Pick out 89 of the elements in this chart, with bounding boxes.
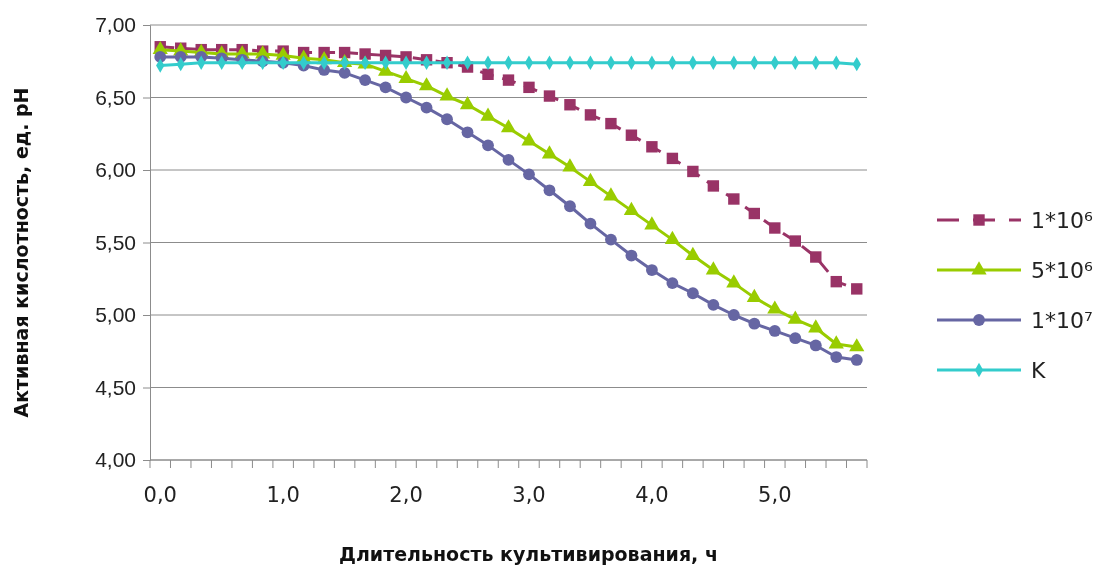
y-tick-label: 5,50 xyxy=(95,230,136,254)
point xyxy=(154,50,167,63)
x-tick-label: 4,0 xyxy=(635,483,669,507)
point xyxy=(705,261,721,275)
x-tick-label: 0,0 xyxy=(143,483,177,507)
point xyxy=(459,95,476,110)
point xyxy=(707,298,720,311)
y-tick-label: 6,00 xyxy=(95,158,136,182)
point xyxy=(541,145,558,159)
point xyxy=(441,113,453,126)
point xyxy=(584,217,597,230)
point xyxy=(748,207,761,220)
point xyxy=(605,117,617,130)
y-axis-title: Активная кислотность, ед. рН xyxy=(10,87,32,418)
point xyxy=(746,288,762,302)
point xyxy=(584,109,597,121)
point xyxy=(666,277,679,290)
point xyxy=(728,193,740,205)
point xyxy=(849,338,865,352)
point xyxy=(789,235,801,247)
point xyxy=(564,99,576,111)
legend-label: 1*10⁶ xyxy=(1031,208,1093,233)
point xyxy=(644,216,660,230)
point xyxy=(398,69,414,84)
point xyxy=(480,107,496,121)
point xyxy=(748,317,761,330)
point xyxy=(418,77,435,91)
x-tick-label: 3,0 xyxy=(512,483,546,507)
point xyxy=(523,81,535,94)
point xyxy=(603,187,619,201)
y-tick-label: 4,00 xyxy=(95,448,136,472)
point xyxy=(666,152,679,165)
point xyxy=(810,251,822,263)
point xyxy=(625,129,638,141)
point xyxy=(605,233,617,246)
point xyxy=(543,90,556,102)
point xyxy=(850,354,863,366)
point xyxy=(664,230,680,244)
point xyxy=(338,66,351,79)
point xyxy=(830,351,843,363)
point xyxy=(828,335,844,349)
point xyxy=(687,165,699,178)
point xyxy=(543,184,556,197)
point xyxy=(379,81,392,94)
point xyxy=(582,172,599,186)
point xyxy=(768,325,781,337)
point xyxy=(727,309,740,321)
point xyxy=(359,74,372,87)
point xyxy=(645,264,658,276)
point xyxy=(623,201,640,215)
point xyxy=(521,132,537,146)
point xyxy=(523,168,535,181)
point xyxy=(482,68,494,80)
point xyxy=(625,249,638,262)
point xyxy=(502,74,515,86)
x-tick-label: 5,0 xyxy=(758,483,792,507)
x-axis-title: Длительность культивирования, ч xyxy=(339,543,718,565)
x-tick-label: 1,0 xyxy=(266,483,300,507)
legend-label: 5*10⁶ xyxy=(1031,258,1093,283)
point xyxy=(789,332,802,345)
y-tick-label: 6,50 xyxy=(95,85,136,109)
point xyxy=(787,310,803,324)
point xyxy=(359,48,371,60)
point xyxy=(461,126,474,139)
legend-label: 1*10⁷ xyxy=(1031,308,1093,333)
point xyxy=(808,319,824,333)
point xyxy=(707,180,720,192)
point xyxy=(564,200,576,213)
point xyxy=(646,141,658,153)
point xyxy=(767,300,783,314)
point xyxy=(685,246,701,260)
point xyxy=(420,101,433,114)
x-tick-label: 2,0 xyxy=(389,483,423,507)
point xyxy=(726,274,742,288)
legend-label: K xyxy=(1031,358,1046,383)
point xyxy=(562,158,578,172)
point xyxy=(686,287,699,300)
y-tick-label: 5,00 xyxy=(95,303,136,327)
point xyxy=(439,87,455,101)
point xyxy=(482,139,494,152)
point xyxy=(809,339,822,352)
point xyxy=(769,222,781,234)
y-tick-label: 7,00 xyxy=(95,13,136,37)
point xyxy=(502,153,515,166)
y-tick-label: 4,50 xyxy=(95,375,136,399)
point xyxy=(400,91,412,104)
point xyxy=(830,275,842,288)
point xyxy=(851,283,863,295)
point xyxy=(500,119,517,133)
